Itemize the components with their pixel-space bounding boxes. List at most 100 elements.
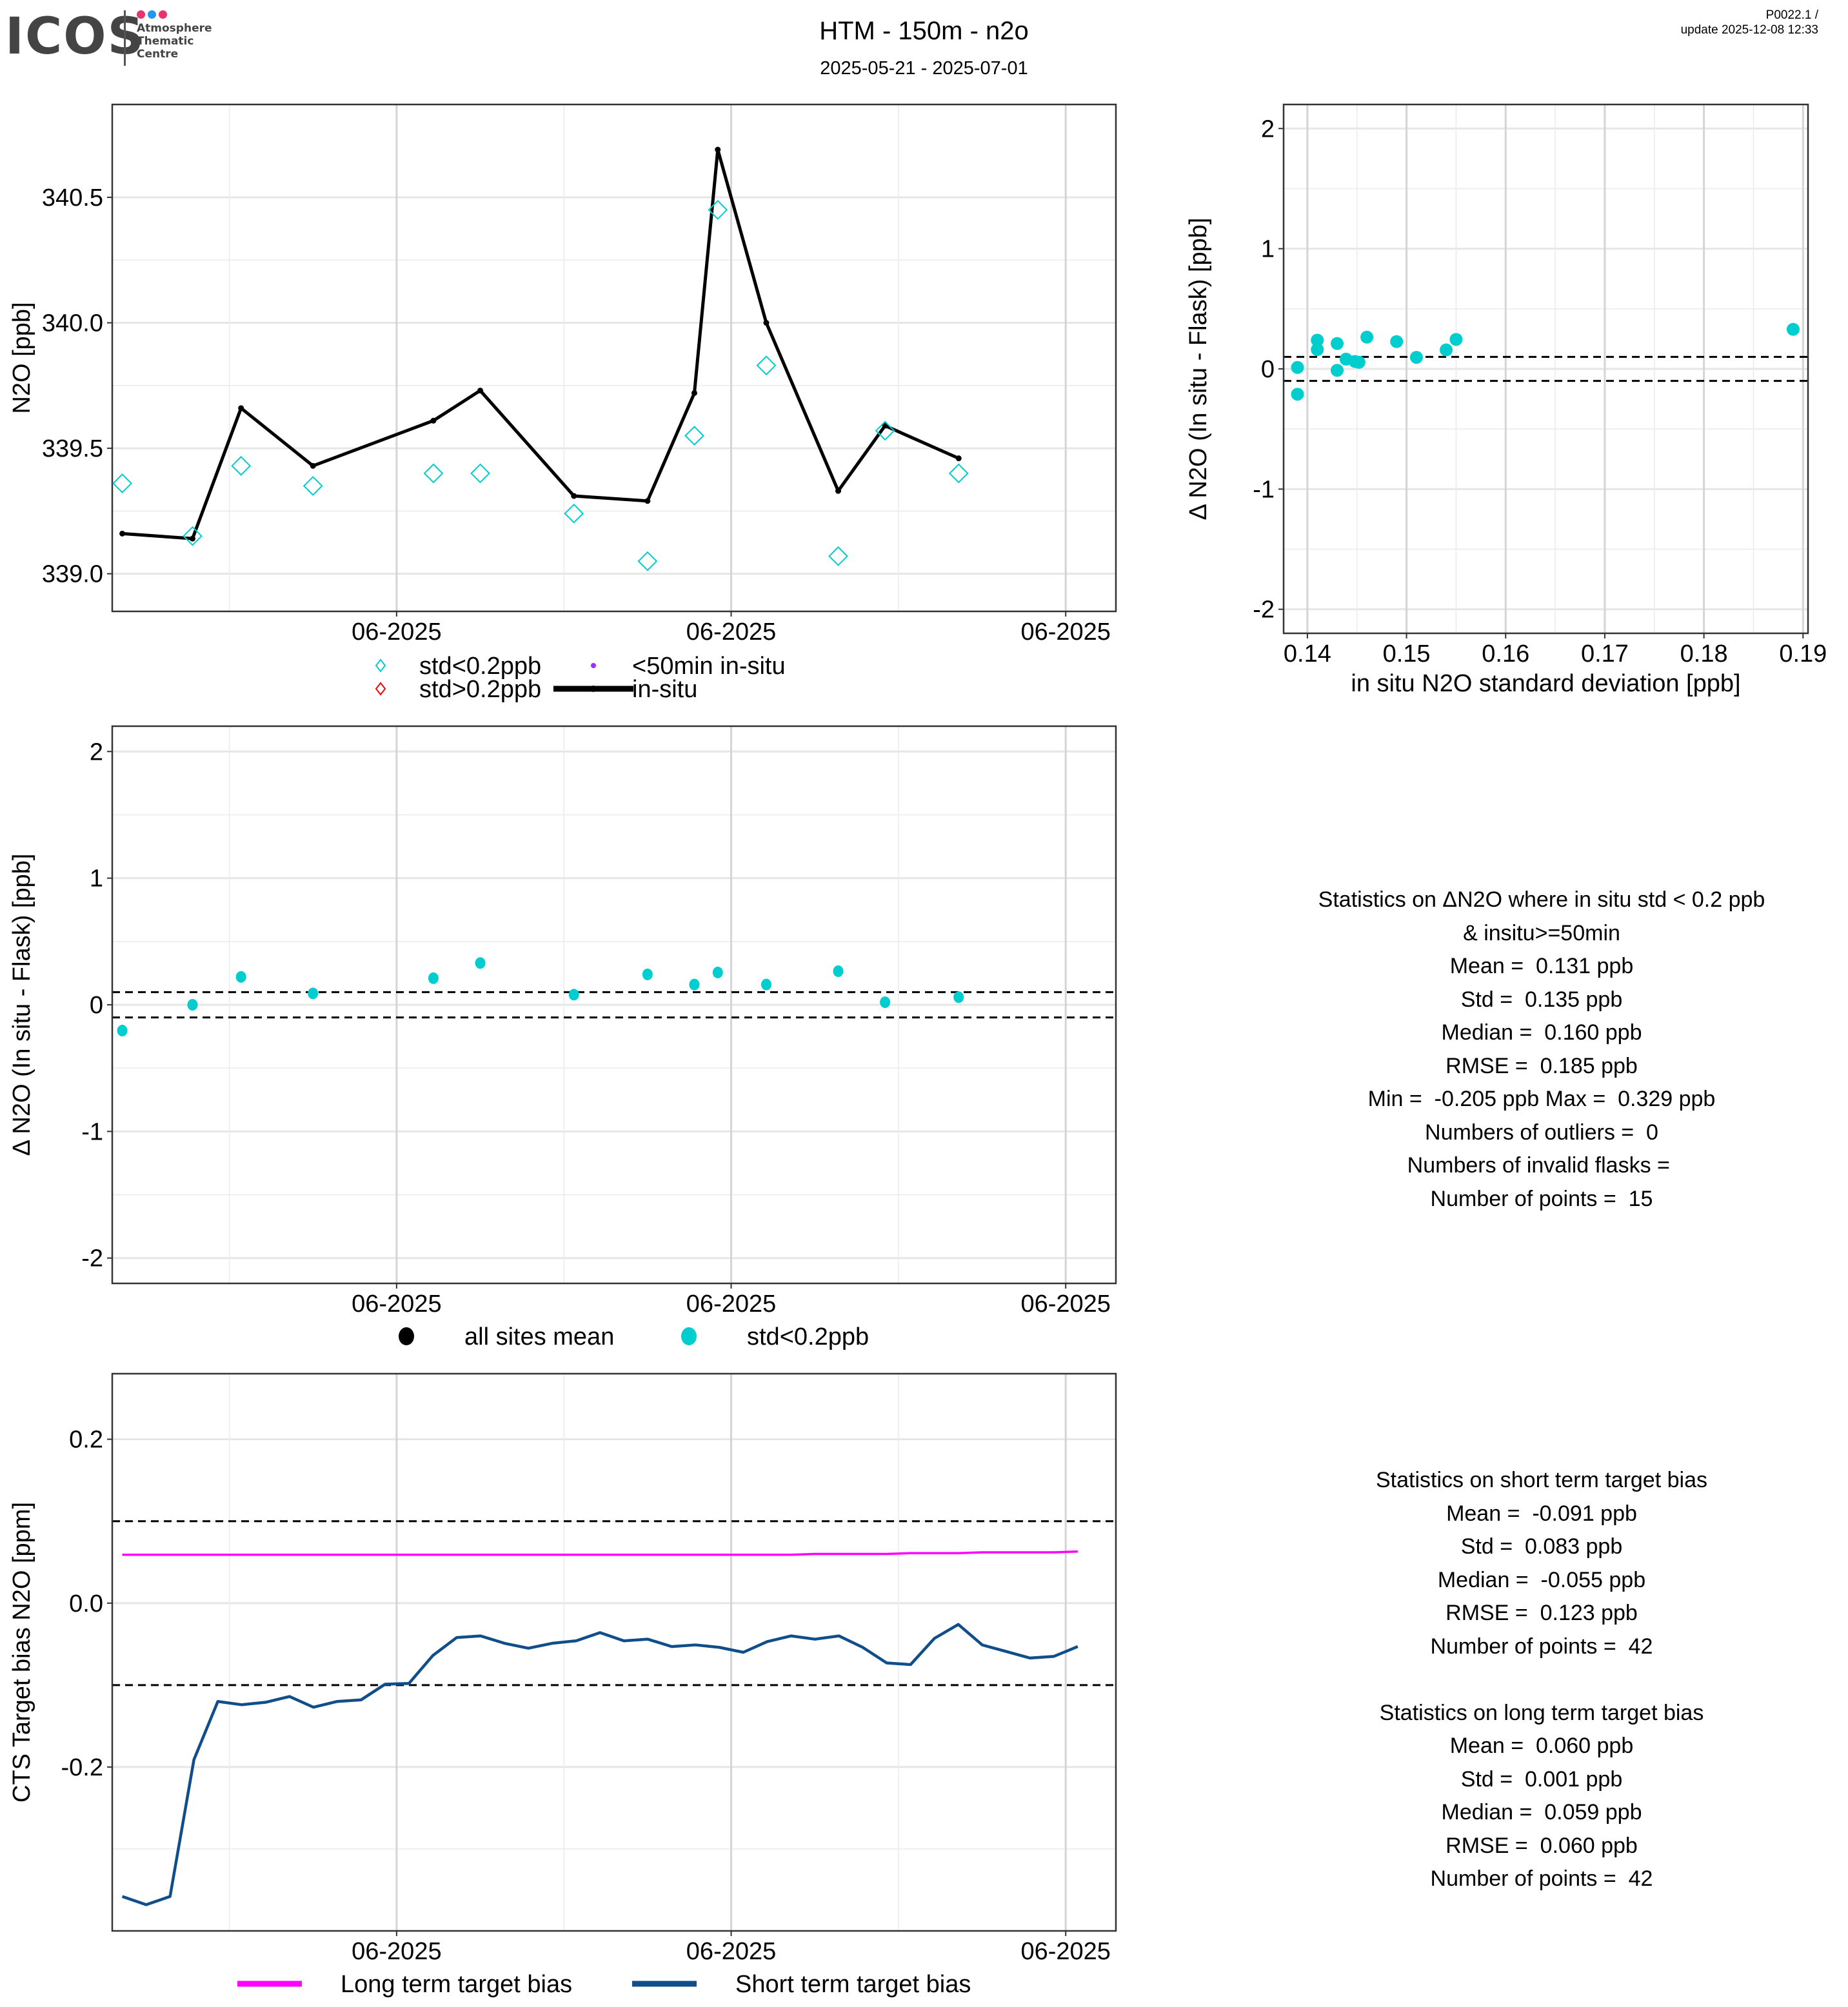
insitu-point — [189, 535, 195, 542]
stat-line: RMSE = 0.185 ppb — [1446, 1053, 1638, 1078]
logo-dots-icon — [137, 10, 170, 22]
y-axis-label: CTS Target bias N2O [ppm] — [8, 1502, 35, 1803]
delta-point — [833, 965, 844, 977]
y-tick-label: 0.0 — [69, 1590, 103, 1617]
flask-diamond — [828, 546, 848, 566]
x-tick-label: 06-2025 — [1020, 1290, 1110, 1318]
y-tick-label: -1 — [81, 1118, 103, 1145]
x-tick-label: 06-2025 — [1020, 1938, 1110, 1965]
x-tick-label: 0.17 — [1581, 640, 1629, 667]
legend-label: in-situ — [632, 676, 697, 703]
insitu-point — [310, 462, 316, 469]
logo-divider — [124, 10, 126, 66]
stat-line: RMSE = 0.123 ppb — [1446, 1601, 1638, 1625]
y-tick-label: 0 — [1261, 356, 1275, 383]
stat-line: & insitu>=50min — [1463, 920, 1620, 945]
x-tick-label: 0.15 — [1383, 640, 1431, 667]
stat-line: Std = 0.135 ppb — [1460, 987, 1623, 1012]
insitu-point — [715, 146, 721, 153]
logo-dot — [159, 10, 167, 19]
x-tick-label: 06-2025 — [686, 618, 776, 646]
legend-dot-icon — [591, 663, 596, 668]
icos-logo: ICOS — [5, 8, 145, 66]
legend: all sites mean std<0.2ppb — [399, 1323, 869, 1350]
logo-dot — [137, 10, 145, 19]
y-axis-label: Δ N2O (In situ - Flask) [ppb] — [8, 854, 35, 1156]
stat-line: Median = 0.160 ppb — [1441, 1020, 1642, 1045]
logo-line: Thematic — [137, 35, 194, 48]
y-tick-label: -2 — [1253, 597, 1275, 624]
legend-label: std<0.2ppb — [747, 1323, 869, 1350]
insitu-point — [763, 320, 770, 326]
scatter-point — [1390, 335, 1404, 348]
scatter-point — [1440, 343, 1453, 357]
stat-line: Mean = 0.060 ppb — [1449, 1734, 1634, 1758]
y-tick-label: 339.0 — [42, 561, 103, 588]
chart-target_bias: -0.2 0.0 0.2 06-2025 06-2025 06-2025 CTS Targe… — [8, 1372, 1117, 1998]
y-tick-label: -0.2 — [61, 1754, 103, 1781]
legend: std<0.2ppb <50min in-situ std>0.2ppb in-sit… — [375, 653, 786, 703]
stat-line — [1264, 1663, 1819, 1697]
date-range: 2025-05-21 - 2025-07-01 — [820, 58, 1028, 79]
delta-point — [689, 978, 700, 991]
flask-diamond — [875, 420, 895, 441]
version-info: P0022.1 / update 2025-12-08 12:33 — [1681, 8, 1818, 37]
y-axis-label: Δ N2O (In situ - Flask) [ppb] — [1185, 218, 1212, 520]
chart-timeseries: 339.0 339.5 340.0 340.5 06-2025 06-2025 06-202… — [8, 103, 1117, 703]
logo-line: Centre — [137, 48, 179, 61]
x-tick-label: 06-2025 — [352, 618, 441, 646]
stat-line: Statistics on long term target bias — [1379, 1700, 1704, 1725]
y-tick-label: 2 — [1261, 115, 1275, 143]
x-tick-label: 0.18 — [1680, 640, 1728, 667]
plot-background — [112, 104, 1116, 611]
insitu-point — [430, 417, 437, 424]
y-tick-label: 0.2 — [69, 1427, 103, 1454]
legend-label: std>0.2ppb — [419, 676, 541, 703]
stat-line: Min = -0.205 ppb Max = 0.329 ppb — [1367, 1087, 1716, 1111]
y-tick-label: 1 — [90, 865, 103, 893]
flask-diamond — [948, 463, 969, 484]
scatter-point — [1311, 333, 1324, 347]
legend-dot-icon — [399, 1327, 414, 1345]
stat-line: Number of points = 15 — [1430, 1186, 1653, 1211]
legend-diamond-icon — [375, 682, 386, 696]
insitu-point — [477, 388, 484, 394]
scatter-point — [1330, 364, 1344, 377]
version-label: P0022.1 / — [1765, 8, 1818, 22]
legend-dot-icon — [681, 1327, 697, 1345]
delta-point — [235, 971, 246, 983]
x-tick-label: 0.19 — [1779, 640, 1827, 667]
scatter-point — [1449, 333, 1463, 346]
scatter-point — [1409, 351, 1423, 364]
delta-point — [760, 978, 771, 991]
stat-line: Numbers of outliers = 0 — [1425, 1120, 1658, 1145]
delta-statistics-panel: Statistics on ΔN2O where in situ std < 0… — [1264, 884, 1819, 1216]
flask-diamond — [637, 551, 658, 571]
flask-diamond — [564, 503, 584, 524]
scatter-point — [1311, 342, 1324, 356]
stat-line: Statistics on short term target bias — [1376, 1468, 1707, 1492]
insitu-point — [644, 498, 651, 504]
insitu-point — [835, 488, 842, 494]
legend-label: std<0.2ppb — [419, 653, 541, 680]
flask-diamond — [470, 463, 490, 484]
legend-diamond-icon — [375, 658, 386, 673]
delta-point — [953, 991, 964, 1004]
flask-diamond — [183, 526, 203, 546]
x-tick-label: 06-2025 — [352, 1938, 441, 1965]
legend-point-icon — [590, 686, 597, 692]
x-tick-label: 06-2025 — [352, 1290, 441, 1318]
flask-diamond — [708, 200, 728, 220]
x-tick-label: 0.14 — [1284, 640, 1331, 667]
short-term-bias-line — [121, 1623, 1078, 1906]
chart-delta_vs_std: -2 -1 0 1 2 0.14 0.15 0.16 0.17 0.18 0.19 Δ N2O (In… — [1185, 103, 1827, 697]
plot-background — [112, 1374, 1116, 1931]
flask-diamond — [112, 473, 132, 493]
insitu-point — [119, 530, 126, 537]
scatter-point — [1352, 355, 1366, 369]
delta-point — [308, 987, 319, 1000]
logo-subtitle: Atmosphere Thematic Centre — [137, 22, 212, 61]
flask-diamond — [303, 476, 323, 496]
plot-border — [111, 1372, 1117, 1932]
